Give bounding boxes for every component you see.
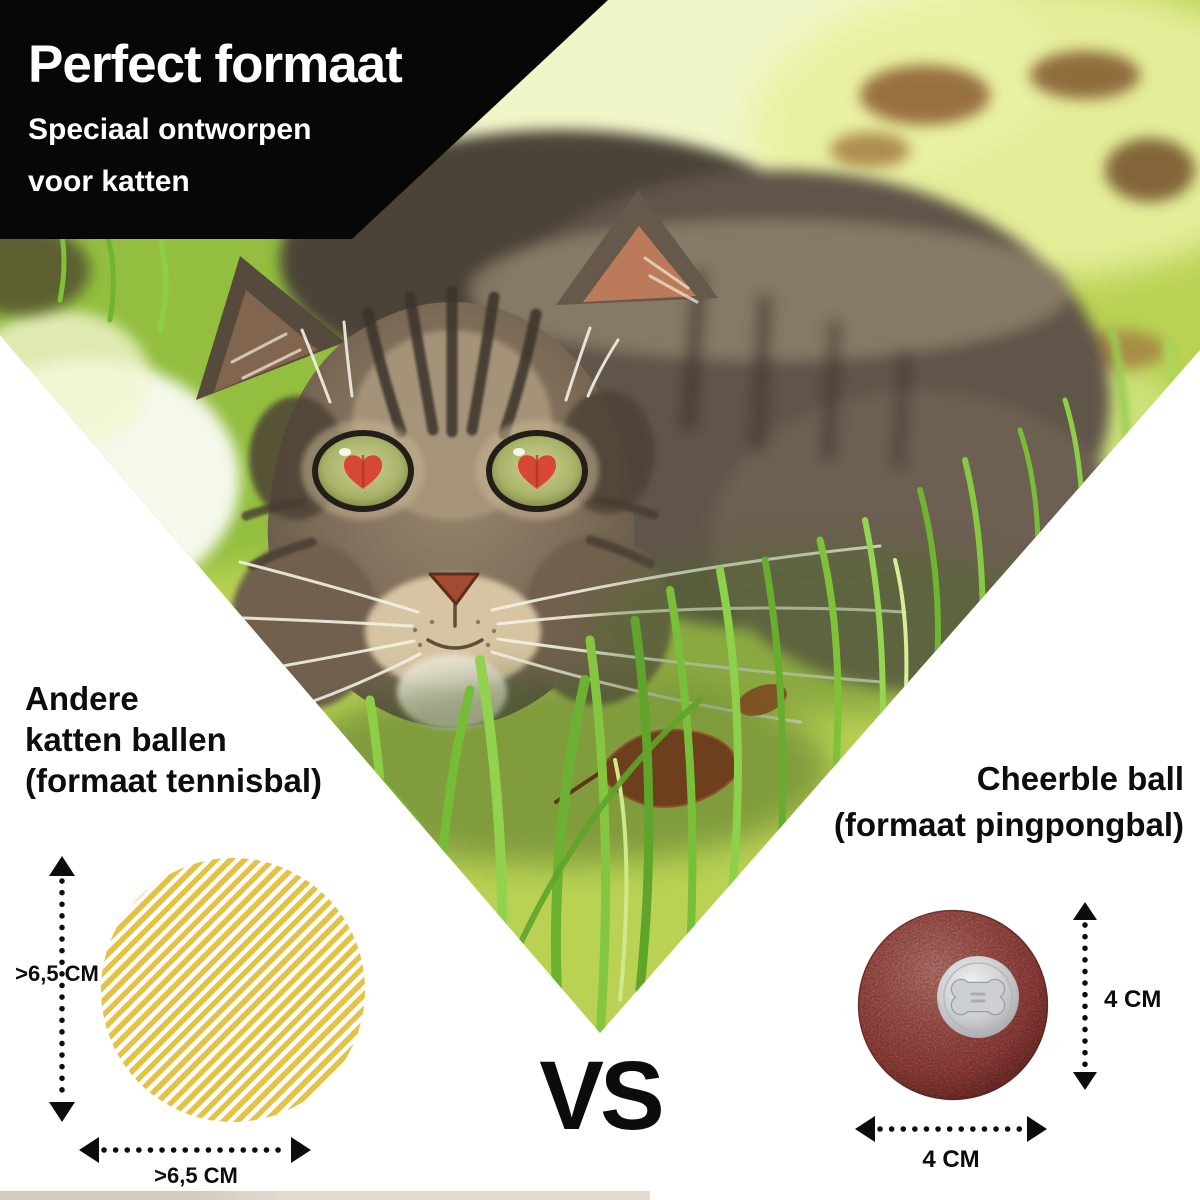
banner-subtitle-line2: voor katten xyxy=(28,165,190,198)
tennis-ball-size-circle xyxy=(101,858,365,1122)
right-width-arrow-icon xyxy=(855,1116,1047,1142)
right-height-label: 4 CM xyxy=(1104,986,1162,1013)
right-product-label-line2: (formaat pingpongbal) xyxy=(833,806,1184,843)
vs-label: VS xyxy=(539,1041,664,1150)
left-height-label: >6,5 CM xyxy=(15,961,99,986)
left-product-label-line3: (formaat tennisbal) xyxy=(25,762,323,799)
banner-subtitle-line1: Speciaal ontworpen xyxy=(28,113,312,146)
banner-title: Perfect formaat xyxy=(28,35,403,94)
banner-subtitle: Speciaal ontworpen voor katten xyxy=(28,104,311,208)
cat-ears xyxy=(196,190,718,400)
left-height-arrow-icon xyxy=(49,856,75,1122)
left-product-label: Andere katten ballen (formaat tennisbal) xyxy=(25,678,322,801)
right-product-label: Cheerble ball (formaat pingpongbal) xyxy=(834,756,1184,848)
right-height-arrow-icon xyxy=(1073,902,1097,1090)
right-width-label: 4 CM xyxy=(922,1146,980,1173)
cheerble-ball xyxy=(857,909,1049,1101)
bottom-edge-strip xyxy=(0,1191,650,1200)
right-product-label-line1: Cheerble ball xyxy=(976,760,1184,797)
bone-badge-icon xyxy=(937,956,1019,1038)
left-width-arrow-icon xyxy=(79,1137,311,1163)
left-width-label: >6,5 CM xyxy=(154,1163,238,1188)
cat-eyes-heart-icons xyxy=(312,430,588,512)
left-product-label-line1: Andere xyxy=(25,680,139,717)
cat-photo xyxy=(0,0,1200,1033)
left-product-label-line2: katten ballen xyxy=(25,721,227,758)
